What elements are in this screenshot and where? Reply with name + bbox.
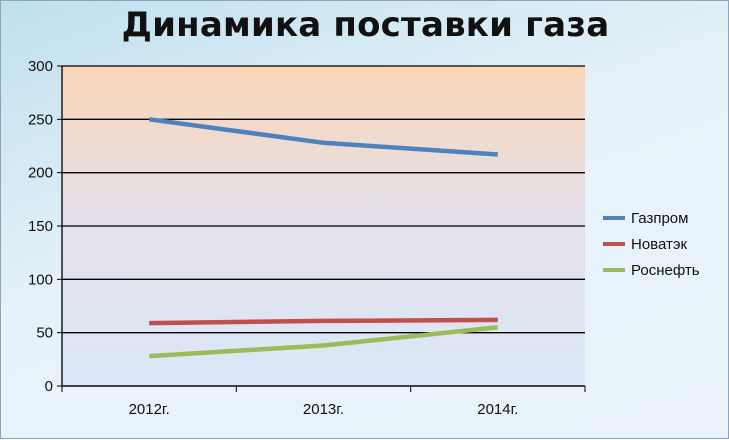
legend-swatch [603,242,625,246]
y-tick-label: 200 [28,165,53,182]
y-tick-label: 50 [36,325,53,342]
legend-label: Газпром [631,210,688,227]
y-tick-label: 300 [28,58,53,75]
legend-label: Новатэк [631,236,687,253]
legend-swatch [603,268,625,272]
legend-swatch [603,216,625,220]
y-tick-label: 150 [28,218,53,235]
y-tick-label: 100 [28,271,53,288]
legend-label: Роснефть [631,262,700,279]
y-tick-label: 250 [28,111,53,128]
legend-item: Газпром [603,205,700,231]
x-tick-label: 2013г. [303,401,344,418]
legend-item: Новатэк [603,231,700,257]
y-tick-label: 0 [45,378,53,395]
legend: Газпром Новатэк Роснефть [603,205,700,283]
x-tick-label: 2014г. [477,401,518,418]
legend-item: Роснефть [603,257,700,283]
x-tick-label: 2012г. [129,401,170,418]
